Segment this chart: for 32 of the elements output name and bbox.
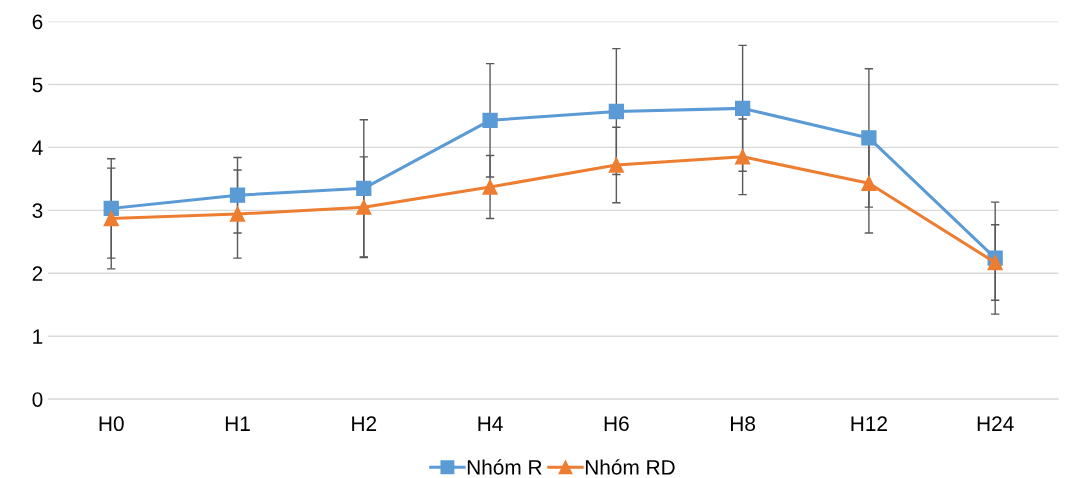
x-tick-label: H8: [731, 416, 756, 432]
y-tick-label: 4: [32, 140, 43, 155]
y-tick-label: 6: [32, 14, 43, 30]
point: [229, 187, 246, 203]
point: [734, 100, 751, 117]
point: [861, 175, 877, 191]
point: [861, 130, 877, 146]
y-tick-label: 1: [33, 329, 43, 344]
x-tick-label: H6: [604, 416, 629, 432]
point: [482, 179, 498, 195]
point: [229, 206, 246, 222]
x-tick-label: H24: [977, 416, 1014, 431]
point: [356, 180, 372, 196]
y-tick-label: 5: [32, 77, 43, 93]
x-tick-label: H1: [225, 416, 250, 431]
point: [482, 112, 498, 128]
x-tick-label: H0: [99, 416, 124, 432]
point: [608, 157, 624, 173]
point: [356, 199, 372, 215]
point: [734, 149, 751, 165]
y-tick-label: 0: [32, 392, 43, 407]
point: [987, 254, 1003, 271]
x-tick-label: H4: [478, 416, 503, 431]
point: [103, 210, 119, 227]
legend-label: Nhóm RD: [585, 459, 675, 475]
y-tick-label: 2: [32, 266, 43, 281]
point: [103, 200, 119, 217]
x-tick-label: H12: [851, 416, 887, 431]
y-tick-label: 3: [32, 203, 43, 219]
x-tick-label: H2: [352, 416, 377, 431]
legend-label: Nhóm R: [467, 459, 542, 475]
point: [608, 103, 624, 120]
